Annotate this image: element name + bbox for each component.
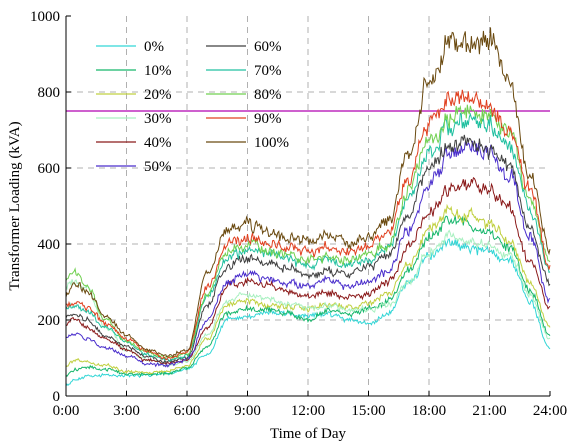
x-tick-label: 12:00 <box>291 403 325 419</box>
series-line <box>65 238 551 387</box>
series-line <box>65 229 551 368</box>
x-tick-label: 0:00 <box>53 403 80 419</box>
legend-item: 80% <box>206 87 282 103</box>
y-tick-label: 600 <box>38 161 61 177</box>
x-axis-title: Time of Day <box>270 426 347 442</box>
legend-item: 50% <box>96 159 172 175</box>
legend-label: 10% <box>144 63 172 79</box>
x-tick-label: 6:00 <box>174 403 201 419</box>
series-line <box>65 140 551 368</box>
legend-label: 40% <box>144 135 172 151</box>
series-line <box>65 134 551 364</box>
legend-label: 60% <box>254 39 282 55</box>
legend-item: 10% <box>96 63 172 79</box>
legend-item: 0% <box>96 39 164 55</box>
y-axis-title: Transformer Loading (kVA) <box>7 121 23 290</box>
legend-label: 70% <box>254 63 282 79</box>
series-layer <box>65 27 551 387</box>
legend-label: 0% <box>144 39 164 55</box>
legend-item: 30% <box>96 111 172 127</box>
x-tick-label: 9:00 <box>234 403 261 419</box>
legend-label: 30% <box>144 111 172 127</box>
y-tick-label: 200 <box>38 313 61 329</box>
legend-item: 70% <box>206 63 282 79</box>
y-tick-label: 800 <box>38 85 61 101</box>
y-tick-label: 1000 <box>30 9 60 25</box>
legend-label: 90% <box>254 111 282 127</box>
legend-label: 80% <box>254 87 282 103</box>
legend-label: 20% <box>144 87 172 103</box>
legend-label: 50% <box>144 159 172 175</box>
legend-item: 60% <box>206 39 282 55</box>
series-line <box>65 104 551 360</box>
legend-item: 100% <box>206 135 289 151</box>
series-line <box>65 203 551 375</box>
series-line <box>65 176 551 366</box>
x-tick-label: 3:00 <box>113 403 140 419</box>
axes: 0:00 3:00 6:00 9:00 12:00 15:00 18:00 21:00 24:0… <box>30 9 567 419</box>
legend-item: 40% <box>96 135 172 151</box>
legend-item: 90% <box>206 111 282 127</box>
legend: 0% 10% 20% 30% 40% 50% 60% 70% 80% 90% 100% <box>96 39 289 175</box>
series-line <box>65 112 551 362</box>
series-line <box>65 27 551 358</box>
series-line <box>65 215 551 378</box>
x-tick-label: 24:00 <box>533 403 567 419</box>
x-tick-label: 15:00 <box>351 403 385 419</box>
legend-label: 100% <box>254 135 289 151</box>
grid <box>66 16 550 396</box>
y-tick-label: 400 <box>38 237 61 253</box>
x-tick-label: 21:00 <box>472 403 506 419</box>
x-tick-label: 18:00 <box>412 403 446 419</box>
y-tick-label: 0 <box>53 389 61 405</box>
legend-item: 20% <box>96 87 172 103</box>
series-line <box>65 89 551 361</box>
